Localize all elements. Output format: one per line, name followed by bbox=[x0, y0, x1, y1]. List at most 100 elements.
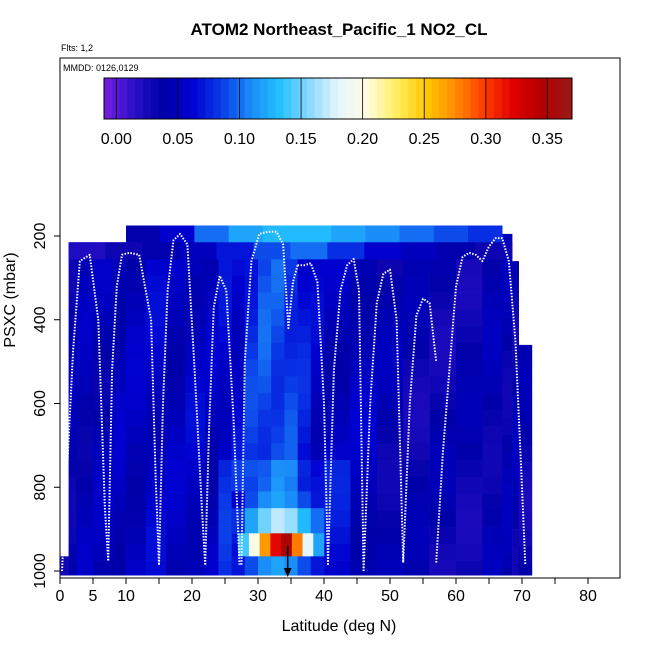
colorbar-segment bbox=[260, 78, 269, 119]
heatmap-cell bbox=[376, 493, 404, 511]
heatmap-cell bbox=[284, 376, 298, 394]
heatmap-cell bbox=[76, 359, 94, 377]
heatmap-cell bbox=[218, 493, 232, 511]
heatmap-cell bbox=[112, 275, 127, 293]
heatmap-cell bbox=[456, 275, 483, 293]
heatmap-cell bbox=[112, 527, 127, 545]
heatmap-cell bbox=[218, 560, 232, 576]
heatmap-cell bbox=[185, 510, 206, 528]
colorbar-segment bbox=[361, 78, 370, 119]
heatmap-cell bbox=[218, 342, 232, 360]
heatmap-cell bbox=[185, 560, 206, 576]
heatmap-cell bbox=[350, 493, 378, 511]
heatmap-cell bbox=[350, 510, 378, 528]
heatmap-cell bbox=[231, 556, 246, 576]
heatmap-cell bbox=[284, 393, 298, 411]
heatmap-cell bbox=[231, 409, 246, 427]
heatmap-cell bbox=[350, 426, 378, 444]
heatmap-cell bbox=[297, 376, 312, 394]
heatmap-cell bbox=[76, 560, 94, 576]
heatmap-cell bbox=[429, 543, 457, 561]
heatmap-cell bbox=[324, 460, 351, 478]
heatmap-cell bbox=[112, 309, 127, 327]
heatmap-cell bbox=[244, 476, 259, 494]
heatmap-cell bbox=[218, 527, 232, 545]
flight-profile-line bbox=[327, 258, 365, 572]
colorbar-segment bbox=[228, 78, 238, 119]
heatmap-cell bbox=[401, 242, 439, 260]
heatmap-cell bbox=[502, 267, 513, 285]
heatmap-cell bbox=[350, 409, 378, 427]
heatmap-cell bbox=[429, 326, 457, 344]
heatmap-cell bbox=[518, 411, 533, 429]
heatmap-cell bbox=[68, 376, 77, 394]
heatmap-cell bbox=[194, 225, 229, 243]
heatmap-cell bbox=[284, 309, 298, 327]
heatmap-cell bbox=[518, 495, 533, 513]
heatmap-cell bbox=[512, 411, 519, 429]
latitude-marker bbox=[283, 545, 292, 577]
heatmap-cell bbox=[297, 508, 312, 534]
heatmap-cell bbox=[271, 426, 285, 444]
heatmap-cell bbox=[126, 359, 147, 377]
heatmap-cell bbox=[68, 309, 77, 327]
heatmap-cell bbox=[403, 510, 430, 528]
heatmap-cell bbox=[502, 367, 513, 385]
heatmap-cell bbox=[376, 409, 404, 427]
heatmap-cell bbox=[258, 376, 272, 394]
heatmap-cell bbox=[76, 426, 94, 444]
heatmap-cell bbox=[456, 460, 483, 478]
heatmap-cell bbox=[456, 292, 483, 310]
heatmap-cell bbox=[258, 460, 272, 478]
heatmap-cell bbox=[403, 326, 430, 344]
colorbar-segment bbox=[431, 78, 440, 119]
heatmap-cell bbox=[76, 443, 94, 461]
heatmap-cell bbox=[271, 508, 285, 534]
heatmap-cell bbox=[376, 543, 404, 561]
heatmap-cell bbox=[76, 476, 94, 494]
heatmap-cell bbox=[482, 326, 503, 344]
heatmap-cell bbox=[376, 460, 404, 478]
heatmap-cell bbox=[482, 275, 503, 293]
heatmap-cell bbox=[258, 393, 272, 411]
heatmap-cell bbox=[165, 292, 186, 310]
heatmap-cell bbox=[112, 560, 127, 576]
heatmap-cell bbox=[297, 460, 312, 478]
colorbar-segment bbox=[556, 78, 565, 119]
colorbar-segment bbox=[416, 78, 425, 119]
colorbar-segment bbox=[533, 78, 542, 119]
heatmap-cell bbox=[310, 476, 325, 494]
heatmap-cell bbox=[482, 259, 503, 277]
heatmap-cell bbox=[324, 342, 351, 360]
heatmap-cell bbox=[145, 292, 166, 310]
flight-profile-line bbox=[362, 268, 405, 572]
heatmap-cell bbox=[376, 376, 404, 394]
colorbar-segment bbox=[470, 78, 479, 119]
heatmap-cell bbox=[429, 460, 457, 478]
heatmap-cell bbox=[185, 342, 206, 360]
heatmap-cell bbox=[93, 275, 114, 293]
heatmap-cell bbox=[165, 326, 186, 344]
heatmap-cell bbox=[145, 493, 166, 511]
heatmap-cell bbox=[512, 311, 519, 329]
flight-profile-line bbox=[61, 253, 110, 572]
heatmap-cell bbox=[258, 476, 272, 494]
heatmap-cell bbox=[165, 460, 186, 478]
heatmap-cell bbox=[185, 460, 206, 478]
heatmap-cell bbox=[259, 533, 271, 557]
heatmap-cell bbox=[126, 476, 147, 494]
heatmap-cell bbox=[258, 508, 272, 534]
heatmap-cell bbox=[205, 275, 219, 293]
heatmap-cell bbox=[512, 395, 519, 413]
dates-label: MMDD: 0126,0129 bbox=[63, 63, 139, 73]
heatmap-cell bbox=[126, 326, 147, 344]
heatmap-cell bbox=[76, 409, 94, 427]
heatmap-cell bbox=[324, 476, 351, 494]
heatmap-cell bbox=[142, 242, 180, 260]
colorbar-segment bbox=[478, 78, 487, 119]
heatmap-cell bbox=[376, 443, 404, 461]
colorbar-segment bbox=[540, 78, 550, 119]
heatmap-cell bbox=[313, 533, 325, 557]
colorbar-segment bbox=[104, 78, 113, 119]
colorbar-segment bbox=[517, 78, 526, 119]
